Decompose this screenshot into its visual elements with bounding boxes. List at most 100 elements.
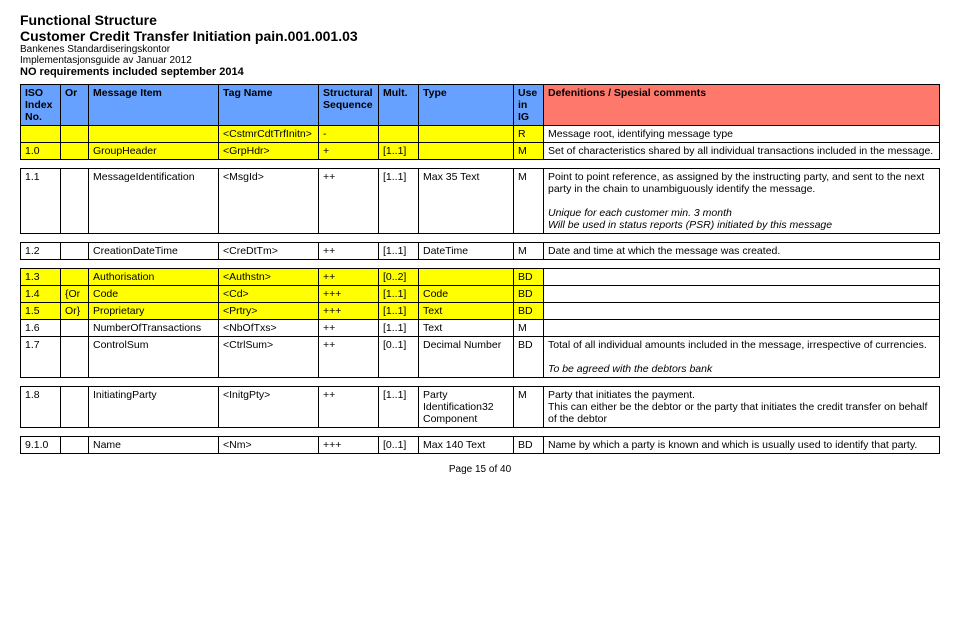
cell: <NbOfTxs>	[219, 320, 319, 337]
cell: [0..1]	[379, 337, 419, 378]
cell: +++	[319, 303, 379, 320]
cell	[379, 126, 419, 143]
cell: <Cd>	[219, 286, 319, 303]
cell: Date and time at which the message was c…	[544, 243, 940, 260]
spec-table: ISO Index No.OrMessage ItemTag NameStruc…	[20, 84, 940, 454]
cell: <GrpHdr>	[219, 143, 319, 160]
cell: MessageIdentification	[89, 169, 219, 234]
cell: GroupHeader	[89, 143, 219, 160]
cell: Set of characteristics shared by all ind…	[544, 143, 940, 160]
cell: [1..1]	[379, 303, 419, 320]
cell: Party that initiates the payment. This c…	[544, 387, 940, 428]
cell: BD	[514, 337, 544, 378]
cell: 1.3	[21, 269, 61, 286]
cell	[89, 126, 219, 143]
table-row: 1.1MessageIdentification<MsgId>++[1..1]M…	[21, 169, 940, 234]
table-row: 1.7ControlSum<CtrlSum>++[0..1]Decimal Nu…	[21, 337, 940, 378]
cell	[544, 286, 940, 303]
cell: <CreDtTm>	[219, 243, 319, 260]
spacer-row	[21, 378, 940, 387]
cell: ++	[319, 320, 379, 337]
col-header: Or	[61, 85, 89, 126]
col-header: Type	[419, 85, 514, 126]
cell	[544, 303, 940, 320]
cell	[419, 269, 514, 286]
cell: ++	[319, 243, 379, 260]
cell: 1.1	[21, 169, 61, 234]
cell: 1.0	[21, 143, 61, 160]
title-functional: Functional Structure	[20, 12, 940, 28]
col-header: Tag Name	[219, 85, 319, 126]
cell	[61, 337, 89, 378]
cell: Name	[89, 437, 219, 454]
col-header: Message Item	[89, 85, 219, 126]
table-row: 1.0 GroupHeader<GrpHdr>+[1..1] MSet of cha…	[21, 143, 940, 160]
cell	[419, 143, 514, 160]
cell: ++	[319, 387, 379, 428]
cell: M	[514, 143, 544, 160]
req-line: NO requirements included september 2014	[20, 66, 940, 78]
cell	[61, 320, 89, 337]
col-header: Structural Sequence	[319, 85, 379, 126]
cell: Max 35 Text	[419, 169, 514, 234]
cell: <Authstn>	[219, 269, 319, 286]
org-line: Bankenes Standardiseringskontor	[20, 44, 940, 55]
cell: Text	[419, 320, 514, 337]
table-row: 9.1.0Name<Nm>+++[0..1]Max 140 TextBDName…	[21, 437, 940, 454]
impl-line: Implementasjonsguide av Januar 2012	[20, 55, 940, 66]
cell: BD	[514, 303, 544, 320]
cell: 1.8	[21, 387, 61, 428]
cell: 1.4	[21, 286, 61, 303]
spacer-row	[21, 260, 940, 269]
table-body: <CstmrCdtTrfInitn>-RMessage root, identi…	[21, 126, 940, 454]
cell: BD	[514, 269, 544, 286]
cell: Or}	[61, 303, 89, 320]
cell: NumberOfTransactions	[89, 320, 219, 337]
cell: [1..1]	[379, 169, 419, 234]
cell	[21, 126, 61, 143]
cell: 1.5	[21, 303, 61, 320]
cell: ControlSum	[89, 337, 219, 378]
cell	[61, 126, 89, 143]
cell: ++	[319, 269, 379, 286]
cell: R	[514, 126, 544, 143]
cell: <MsgId>	[219, 169, 319, 234]
cell: {Or	[61, 286, 89, 303]
table-head: ISO Index No.OrMessage ItemTag NameStruc…	[21, 85, 940, 126]
col-header: Mult.	[379, 85, 419, 126]
table-row: 1.8InitiatingParty<InitgPty>++[1..1]Part…	[21, 387, 940, 428]
spacer-row	[21, 428, 940, 437]
cell: [0..2]	[379, 269, 419, 286]
cell: InitiatingParty	[89, 387, 219, 428]
cell: [0..1]	[379, 437, 419, 454]
cell: 9.1.0	[21, 437, 61, 454]
table-row: 1.2CreationDateTime<CreDtTm>++[1..1]Date…	[21, 243, 940, 260]
cell: +++	[319, 286, 379, 303]
cell: Authorisation	[89, 269, 219, 286]
cell: <InitgPty>	[219, 387, 319, 428]
extra-note: To be agreed with the debtors bank	[548, 363, 935, 375]
cell: M	[514, 320, 544, 337]
cell: Decimal Number	[419, 337, 514, 378]
col-header: Defenitions / Spesial comments	[544, 85, 940, 126]
cell	[419, 126, 514, 143]
cell: Text	[419, 303, 514, 320]
col-header: ISO Index No.	[21, 85, 61, 126]
cell: +++	[319, 437, 379, 454]
cell: BD	[514, 286, 544, 303]
cell: <Prtry>	[219, 303, 319, 320]
table-row: <CstmrCdtTrfInitn>-RMessage root, identi…	[21, 126, 940, 143]
col-header: Use in IG	[514, 85, 544, 126]
cell: M	[514, 243, 544, 260]
table-row: 1.5Or}Proprietary<Prtry>+++[1..1]TextBD	[21, 303, 940, 320]
cell: [1..1]	[379, 243, 419, 260]
cell: <Nm>	[219, 437, 319, 454]
cell: <CtrlSum>	[219, 337, 319, 378]
page-footer: Page 15 of 40	[20, 464, 940, 475]
extra-note: Unique for each customer min. 3 month Wi…	[548, 207, 935, 231]
cell	[61, 387, 89, 428]
cell: [1..1]	[379, 143, 419, 160]
cell: -	[319, 126, 379, 143]
cell	[61, 269, 89, 286]
cell: +	[319, 143, 379, 160]
